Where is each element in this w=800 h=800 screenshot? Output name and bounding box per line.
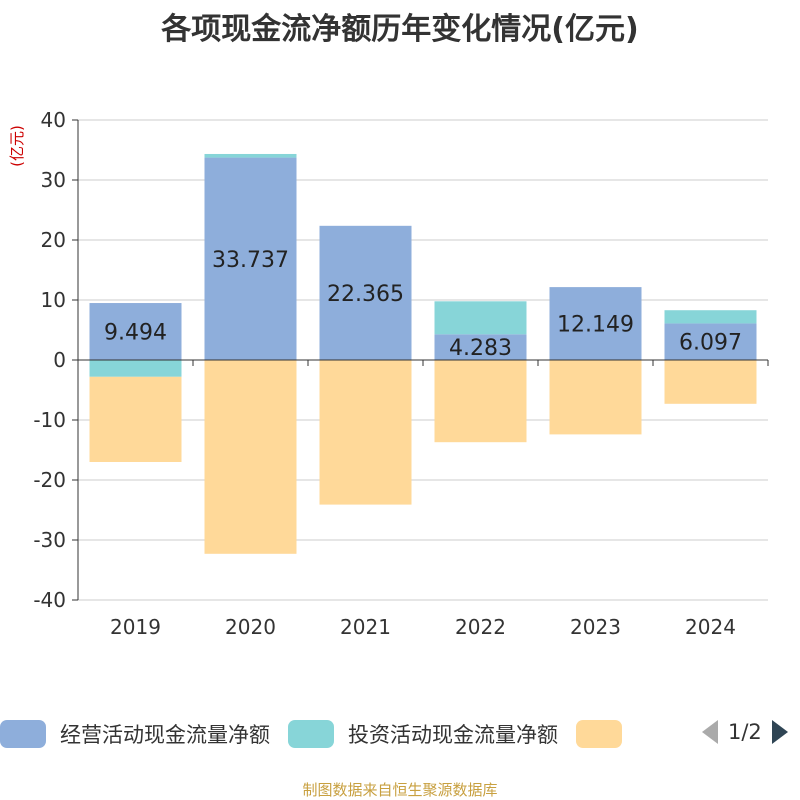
data-label-2022: 4.283 (449, 336, 512, 361)
bar-2023-series-2 (549, 360, 642, 435)
y-tick-label: 0 (53, 348, 66, 372)
y-tick-label: -10 (33, 408, 66, 432)
bar-2024-series-0 (664, 323, 757, 360)
x-tick-label: 2023 (570, 615, 621, 639)
bar-2019-series-1 (89, 360, 182, 377)
x-tick-label: 2024 (685, 615, 736, 639)
y-axis-label: (亿元) (8, 125, 26, 167)
bar-2020-series-1 (204, 153, 297, 158)
legend-swatch-financing (576, 720, 622, 748)
x-tick-label: 2020 (225, 615, 276, 639)
bar-2019-series-2 (89, 376, 182, 462)
bar-2024-series-2 (664, 360, 757, 404)
legend-label-operating: 经营活动现金流量净额 (60, 723, 270, 747)
bar-2021-series-2 (319, 360, 412, 505)
legend-label-investing: 投资活动现金流量净额 (348, 723, 558, 747)
bar-2023-series-0 (549, 287, 642, 360)
y-tick-label: 20 (41, 228, 66, 252)
chart-title: 各项现金流净额历年变化情况(亿元) (161, 12, 639, 47)
y-tick-label: 40 (41, 108, 66, 132)
data-label-2023: 12.149 (557, 313, 634, 338)
next-page-icon[interactable] (770, 718, 790, 746)
legend-page-indicator: 1/2 (728, 720, 762, 744)
bar-2022-series-1 (434, 301, 527, 335)
bar-2024-series-1 (664, 310, 757, 324)
bar-2022-series-0 (434, 334, 527, 360)
data-label-2019: 9.494 (104, 321, 167, 346)
data-label-2021: 22.365 (327, 282, 404, 307)
y-tick-label: -40 (33, 588, 66, 612)
source-footer: 制图数据来自恒生聚源数据库 (302, 781, 498, 799)
legend-pager: 1/2 (700, 718, 790, 746)
bar-2020-series-0 (204, 157, 297, 360)
bar-2021-series-0 (319, 225, 412, 360)
legend: 经营活动现金流量净额 投资活动现金流量净额 (0, 716, 654, 752)
legend-item-investing[interactable]: 投资活动现金流量净额 (288, 719, 558, 749)
data-label-2020: 33.737 (212, 248, 289, 273)
bar-2020-series-2 (204, 360, 297, 554)
y-tick-label: 30 (41, 168, 66, 192)
x-tick-label: 2022 (455, 615, 506, 639)
bar-2019-series-0 (89, 303, 182, 360)
y-tick-label: 10 (41, 288, 66, 312)
data-label-2024: 6.097 (679, 331, 742, 356)
bar-2022-series-2 (434, 360, 527, 443)
prev-page-icon[interactable] (700, 718, 720, 746)
legend-item-financing[interactable] (576, 720, 636, 748)
legend-swatch-investing (288, 720, 334, 748)
x-tick-label: 2021 (340, 615, 391, 639)
legend-item-operating[interactable]: 经营活动现金流量净额 (0, 719, 270, 749)
x-tick-label: 2019 (110, 615, 161, 639)
legend-swatch-operating (0, 720, 46, 748)
y-tick-label: -30 (33, 528, 66, 552)
y-tick-label: -20 (33, 468, 66, 492)
